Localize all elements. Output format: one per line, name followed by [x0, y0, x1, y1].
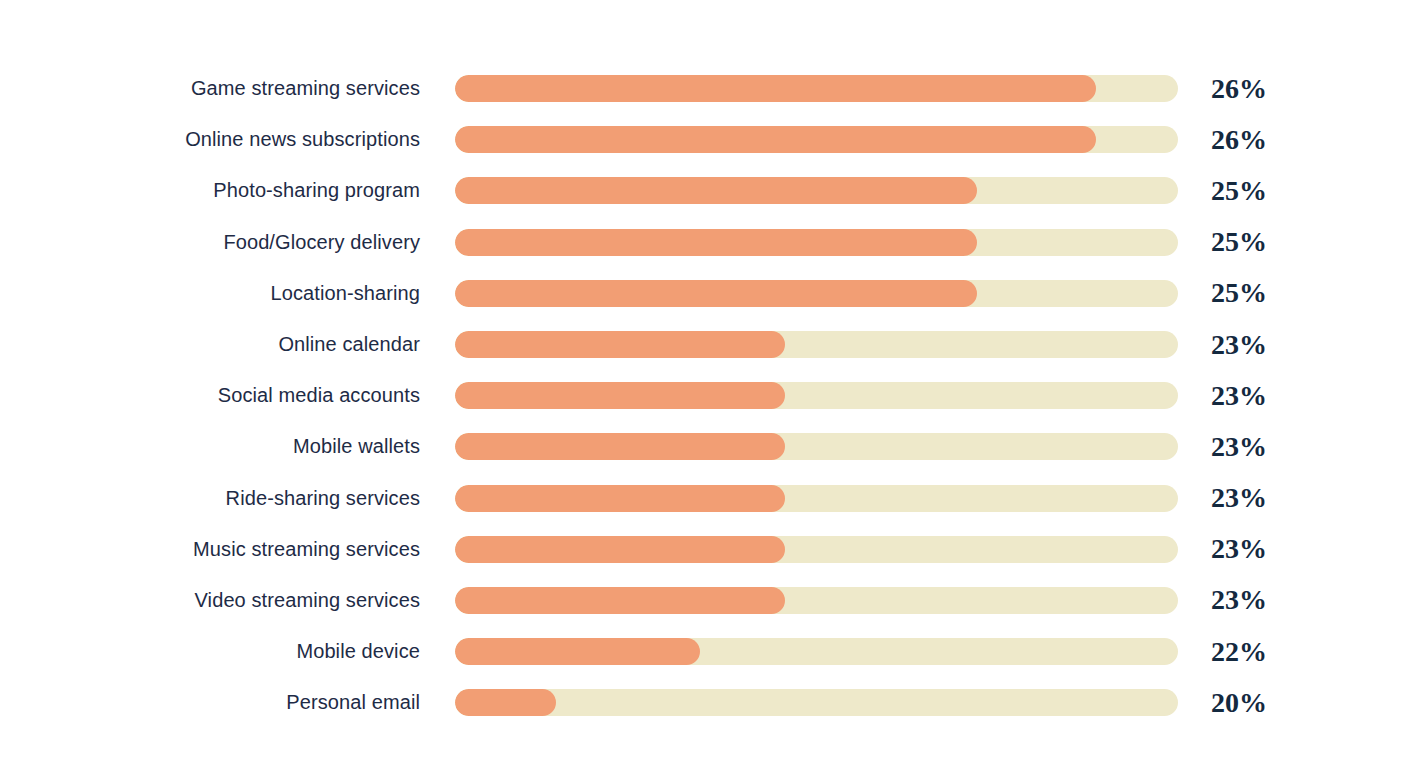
value-label: 23% [1211, 482, 1267, 514]
bar-track [455, 75, 1178, 102]
value-label: 25% [1211, 226, 1267, 258]
chart-row: Social media accounts 23% [0, 370, 1404, 421]
bar-track [455, 433, 1178, 460]
chart-row: Music streaming services 23% [0, 524, 1404, 575]
value-label: 22% [1211, 636, 1267, 668]
value-label: 23% [1211, 329, 1267, 361]
bar-fill [455, 485, 785, 512]
value-label: 26% [1211, 73, 1267, 105]
bar-track [455, 689, 1178, 716]
chart-row: Photo-sharing program 25% [0, 165, 1404, 216]
bar-track [455, 638, 1178, 665]
category-label: Music streaming services [0, 538, 420, 561]
value-label: 25% [1211, 277, 1267, 309]
bar-fill [455, 638, 700, 665]
bar-fill [455, 177, 977, 204]
category-label: Photo-sharing program [0, 179, 420, 202]
bar-track [455, 536, 1178, 563]
category-label: Personal email [0, 691, 420, 714]
chart-row: Mobile wallets 23% [0, 421, 1404, 472]
bar-chart: Game streaming services26%Online news su… [0, 63, 1404, 728]
category-label: Location-sharing [0, 282, 420, 305]
bar-fill [455, 433, 785, 460]
bar-fill [455, 689, 556, 716]
chart-row: Ride-sharing services 23% [0, 473, 1404, 524]
chart-row: Video streaming services 23% [0, 575, 1404, 626]
bar-track [455, 485, 1178, 512]
bar-track [455, 177, 1178, 204]
category-label: Video streaming services [0, 589, 420, 612]
category-label: Online calendar [0, 333, 420, 356]
bar-fill [455, 75, 1096, 102]
bar-track [455, 126, 1178, 153]
bar-fill [455, 126, 1096, 153]
category-label: Mobile device [0, 640, 420, 663]
category-label: Online news subscriptions [0, 128, 420, 151]
category-label: Game streaming services [0, 77, 420, 100]
chart-row: Online news subscriptions 26% [0, 114, 1404, 165]
value-label: 20% [1211, 687, 1267, 719]
chart-row: Game streaming services 26% [0, 63, 1404, 114]
bar-track [455, 382, 1178, 409]
value-label: 23% [1211, 431, 1267, 463]
category-label: Mobile wallets [0, 435, 420, 458]
value-label: 26% [1211, 124, 1267, 156]
bar-fill [455, 280, 977, 307]
value-label: 23% [1211, 380, 1267, 412]
category-label: Ride-sharing services [0, 487, 420, 510]
bar-fill [455, 229, 977, 256]
bar-track [455, 587, 1178, 614]
bar-track [455, 229, 1178, 256]
bar-track [455, 280, 1178, 307]
bar-fill [455, 331, 785, 358]
bar-fill [455, 536, 785, 563]
value-label: 23% [1211, 584, 1267, 616]
chart-row: Online calendar 23% [0, 319, 1404, 370]
chart-row: Personal email 20% [0, 677, 1404, 728]
bar-fill [455, 382, 785, 409]
bar-fill [455, 587, 785, 614]
value-label: 23% [1211, 533, 1267, 565]
chart-row: Mobile device 22% [0, 626, 1404, 677]
category-label: Social media accounts [0, 384, 420, 407]
bar-track [455, 331, 1178, 358]
chart-row: Location-sharing 25% [0, 268, 1404, 319]
value-label: 25% [1211, 175, 1267, 207]
category-label: Food/Glocery delivery [0, 231, 420, 254]
chart-row: Food/Glocery delivery 25% [0, 217, 1404, 268]
